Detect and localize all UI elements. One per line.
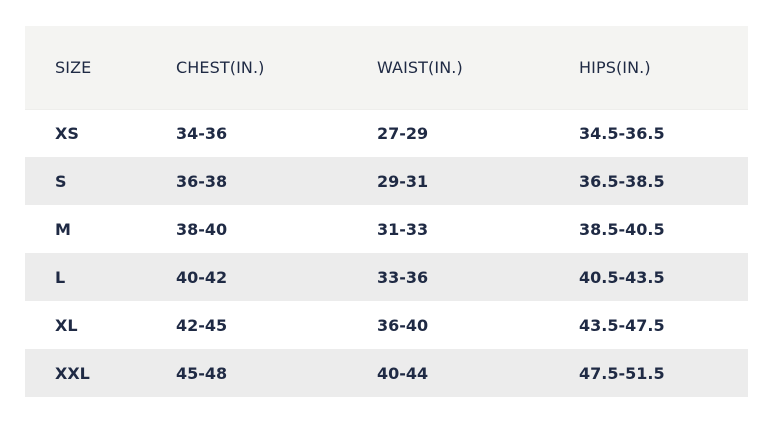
table-row: XXL 45-48 40-44 47.5-51.5	[25, 349, 748, 397]
table-row: XS 34-36 27-29 34.5-36.5	[25, 109, 748, 157]
table-header: SIZE CHEST(IN.) WAIST(IN.) HIPS(IN.)	[25, 26, 748, 109]
table-row: S 36-38 29-31 36.5-38.5	[25, 157, 748, 205]
cell-chest: 36-38	[176, 171, 228, 191]
table-row: M 38-40 31-33 38.5-40.5	[25, 205, 748, 253]
cell-hips: 38.5-40.5	[579, 219, 665, 239]
header-waist: WAIST(IN.)	[377, 57, 463, 77]
table-row: XL 42-45 36-40 43.5-47.5	[25, 301, 748, 349]
cell-waist: 29-31	[377, 171, 429, 191]
cell-hips: 36.5-38.5	[579, 171, 665, 191]
cell-waist: 33-36	[377, 267, 429, 287]
header-chest: CHEST(IN.)	[176, 57, 265, 77]
cell-waist: 31-33	[377, 219, 429, 239]
header-row: SIZE CHEST(IN.) WAIST(IN.) HIPS(IN.)	[25, 26, 748, 109]
cell-waist: 40-44	[377, 363, 429, 383]
size-chart-table: SIZE CHEST(IN.) WAIST(IN.) HIPS(IN.) XS …	[25, 26, 748, 397]
cell-size: L	[55, 267, 66, 287]
cell-size: XXL	[55, 363, 90, 383]
cell-hips: 43.5-47.5	[579, 315, 665, 335]
cell-chest: 42-45	[176, 315, 228, 335]
table-row: L 40-42 33-36 40.5-43.5	[25, 253, 748, 301]
header-hips: HIPS(IN.)	[579, 57, 651, 77]
table-body: XS 34-36 27-29 34.5-36.5 S 36-38 29-31 3…	[25, 109, 748, 397]
cell-waist: 36-40	[377, 315, 429, 335]
cell-hips: 47.5-51.5	[579, 363, 665, 383]
cell-size: XL	[55, 315, 78, 335]
cell-size: XS	[55, 123, 79, 143]
cell-chest: 34-36	[176, 123, 228, 143]
cell-chest: 40-42	[176, 267, 228, 287]
cell-hips: 40.5-43.5	[579, 267, 665, 287]
cell-chest: 45-48	[176, 363, 228, 383]
cell-chest: 38-40	[176, 219, 228, 239]
header-size: SIZE	[55, 57, 92, 77]
cell-size: M	[55, 219, 71, 239]
cell-waist: 27-29	[377, 123, 429, 143]
cell-size: S	[55, 171, 67, 191]
cell-hips: 34.5-36.5	[579, 123, 665, 143]
